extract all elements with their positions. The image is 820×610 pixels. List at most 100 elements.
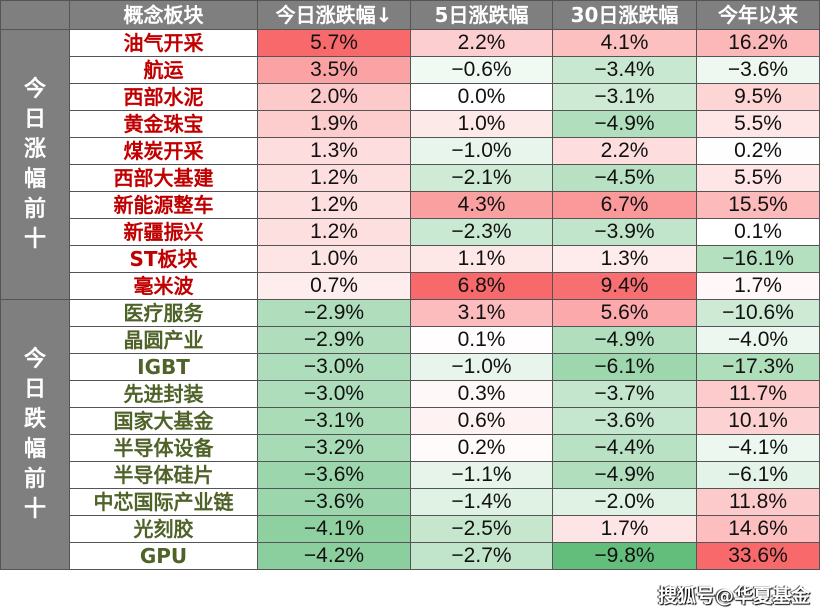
value-cell: −4.9%	[552, 110, 697, 138]
value-cell: 1.1%	[410, 245, 553, 273]
value-cell: 0.7%	[257, 272, 411, 300]
table-row: 先进封装 −3.0% 0.3% −3.7% 11.7%	[1, 380, 820, 408]
value-cell: 0.2%	[410, 434, 553, 462]
value-cell: −3.6%	[552, 407, 697, 435]
table-row: GPU −4.2% −2.7% −9.8% 33.6%	[1, 542, 820, 570]
table-row: 西部大基建 1.2% −2.1% −4.5% 5.5%	[1, 164, 820, 192]
group-label-cell: 今日跌幅前十	[0, 299, 70, 570]
group-label: 今日跌幅前十	[23, 346, 46, 522]
column-header: 概念板块	[69, 0, 258, 30]
value-cell: 2.2%	[552, 137, 697, 165]
value-cell: 5.5%	[696, 164, 820, 192]
value-cell: 0.0%	[410, 83, 553, 111]
value-cell: −6.1%	[696, 461, 820, 489]
value-cell: 6.7%	[552, 191, 697, 219]
value-cell: −17.3%	[696, 353, 820, 381]
value-cell: 2.2%	[410, 29, 553, 57]
table-row: 新疆振兴 1.2% −2.3% −3.9% 0.1%	[1, 218, 820, 246]
value-cell: 0.2%	[696, 137, 820, 165]
value-cell: −2.9%	[257, 326, 411, 354]
table-row: IGBT −3.0% −1.0% −6.1% −17.3%	[1, 353, 820, 381]
value-cell: −3.1%	[257, 407, 411, 435]
value-cell: −3.1%	[552, 83, 697, 111]
sector-name: 医疗服务	[69, 299, 258, 327]
value-cell: −6.1%	[552, 353, 697, 381]
sector-name: 先进封装	[69, 380, 258, 408]
value-cell: −3.7%	[552, 380, 697, 408]
column-header: 今日涨跌幅↓	[257, 0, 411, 30]
value-cell: 3.5%	[257, 56, 411, 84]
value-cell: 14.6%	[696, 515, 820, 543]
sector-name: 航运	[69, 56, 258, 84]
value-cell: 1.9%	[257, 110, 411, 138]
table-row: 光刻胶 −4.1% −2.5% 1.7% 14.6%	[1, 515, 820, 543]
value-cell: 4.3%	[410, 191, 553, 219]
value-cell: 33.6%	[696, 542, 820, 570]
value-cell: −3.2%	[257, 434, 411, 462]
value-cell: 5.5%	[696, 110, 820, 138]
value-cell: −1.0%	[410, 137, 553, 165]
sector-name: 中芯国际产业链	[69, 488, 258, 516]
value-cell: 0.6%	[410, 407, 553, 435]
value-cell: −1.4%	[410, 488, 553, 516]
sector-name: 油气开采	[69, 29, 258, 57]
value-cell: 0.1%	[410, 326, 553, 354]
value-cell: 6.8%	[410, 272, 553, 300]
value-cell: 4.1%	[552, 29, 697, 57]
value-cell: −0.6%	[410, 56, 553, 84]
value-cell: 1.0%	[257, 245, 411, 273]
sector-name: 煤炭开采	[69, 137, 258, 165]
value-cell: −3.6%	[696, 56, 820, 84]
value-cell: −1.1%	[410, 461, 553, 489]
concept-sector-table: 概念板块 今日涨跌幅↓ 5日涨跌幅 30日涨跌幅 今年以来 今日涨幅前十 油气开采 5.7%…	[0, 0, 820, 570]
value-cell: −9.8%	[552, 542, 697, 570]
value-cell: −3.6%	[257, 488, 411, 516]
value-cell: 1.3%	[552, 245, 697, 273]
sector-name: 半导体设备	[69, 434, 258, 462]
table-row: ST板块 1.0% 1.1% 1.3% −16.1%	[1, 245, 820, 273]
value-cell: −2.9%	[257, 299, 411, 327]
sector-name: ST板块	[69, 245, 258, 273]
sector-name: 光刻胶	[69, 515, 258, 543]
table-row: 新能源整车 1.2% 4.3% 6.7% 15.5%	[1, 191, 820, 219]
value-cell: −3.6%	[257, 461, 411, 489]
value-cell: −4.9%	[552, 461, 697, 489]
value-cell: −4.2%	[257, 542, 411, 570]
value-cell: 1.2%	[257, 191, 411, 219]
value-cell: 1.0%	[410, 110, 553, 138]
table-row: 煤炭开采 1.3% −1.0% 2.2% 0.2%	[1, 137, 820, 165]
value-cell: 16.2%	[696, 29, 820, 57]
header-row: 概念板块 今日涨跌幅↓ 5日涨跌幅 30日涨跌幅 今年以来	[0, 0, 820, 30]
value-cell: 0.1%	[696, 218, 820, 246]
sector-name: 西部大基建	[69, 164, 258, 192]
value-cell: −4.9%	[552, 326, 697, 354]
table-row: 西部水泥 2.0% 0.0% −3.1% 9.5%	[1, 83, 820, 111]
value-cell: 1.7%	[552, 515, 697, 543]
table-row: 中芯国际产业链 −3.6% −1.4% −2.0% 11.8%	[1, 488, 820, 516]
value-cell: 1.2%	[257, 164, 411, 192]
table-row: 国家大基金 −3.1% 0.6% −3.6% 10.1%	[1, 407, 820, 435]
column-header: 今年以来	[696, 0, 820, 30]
table-row: 半导体硅片 −3.6% −1.1% −4.9% −6.1%	[1, 461, 820, 489]
value-cell: −3.0%	[257, 380, 411, 408]
value-cell: −4.1%	[696, 434, 820, 462]
value-cell: 5.6%	[552, 299, 697, 327]
sector-name: 半导体硅片	[69, 461, 258, 489]
sector-name: IGBT	[69, 353, 258, 381]
value-cell: −4.0%	[696, 326, 820, 354]
corner-cell	[0, 0, 70, 30]
value-cell: −4.5%	[552, 164, 697, 192]
value-cell: −16.1%	[696, 245, 820, 273]
watermark: 搜狐号@华夏基金	[657, 585, 810, 607]
value-cell: −3.4%	[552, 56, 697, 84]
value-cell: −2.3%	[410, 218, 553, 246]
value-cell: 9.5%	[696, 83, 820, 111]
value-cell: −2.5%	[410, 515, 553, 543]
sector-name: 新能源整车	[69, 191, 258, 219]
table-row: 晶圆产业 −2.9% 0.1% −4.9% −4.0%	[1, 326, 820, 354]
value-cell: 11.8%	[696, 488, 820, 516]
table-row: 今日跌幅前十 医疗服务 −2.9% 3.1% 5.6% −10.6%	[0, 299, 820, 570]
value-cell: −3.9%	[552, 218, 697, 246]
value-cell: 1.7%	[696, 272, 820, 300]
